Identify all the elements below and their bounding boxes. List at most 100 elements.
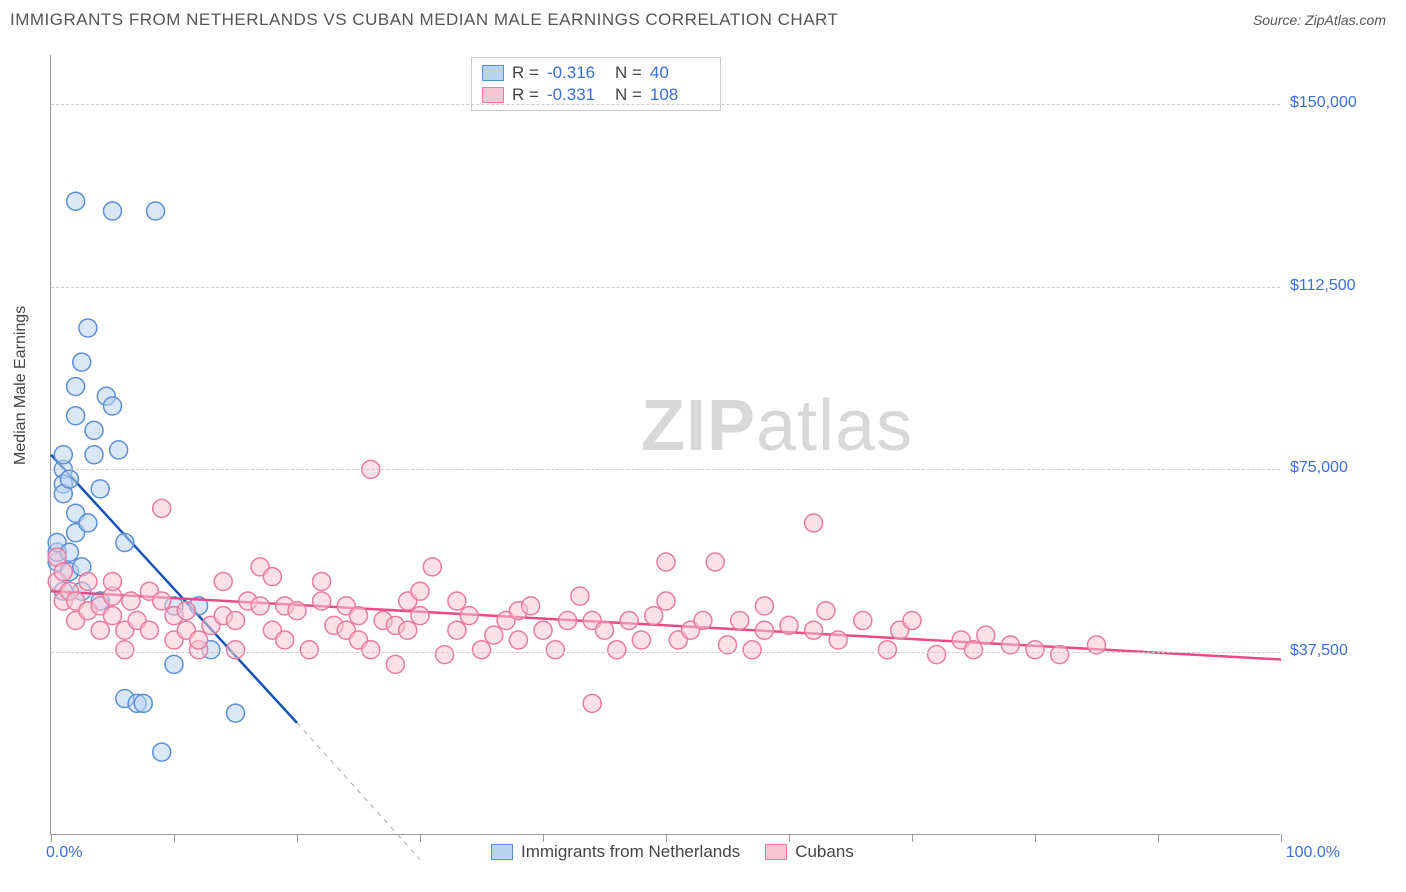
x-tick (1281, 834, 1282, 842)
data-point (546, 641, 564, 659)
data-point (903, 612, 921, 630)
legend-item-cubans: Cubans (765, 842, 854, 862)
chart-container: Median Male Earnings ZIPatlas R = -0.316… (0, 35, 1406, 885)
data-point (134, 694, 152, 712)
data-point (251, 597, 269, 615)
data-point (928, 646, 946, 664)
x-tick (912, 834, 913, 842)
data-point (780, 616, 798, 634)
scatter-svg (51, 55, 1281, 835)
data-point (104, 573, 122, 591)
data-point (227, 641, 245, 659)
data-point (362, 641, 380, 659)
data-point (509, 631, 527, 649)
swatch-icon (765, 844, 787, 860)
source-attribution: Source: ZipAtlas.com (1253, 12, 1386, 28)
data-point (522, 597, 540, 615)
gridline (51, 104, 1280, 105)
data-point (116, 534, 134, 552)
data-point (67, 407, 85, 425)
data-point (460, 607, 478, 625)
data-point (1088, 636, 1106, 654)
gridline (51, 469, 1280, 470)
data-point (411, 607, 429, 625)
y-tick-label: $150,000 (1290, 94, 1390, 112)
data-point (583, 694, 601, 712)
data-point (743, 641, 761, 659)
data-point (350, 607, 368, 625)
data-point (1051, 646, 1069, 664)
data-point (436, 646, 454, 664)
chart-title: IMMIGRANTS FROM NETHERLANDS VS CUBAN MED… (10, 10, 838, 30)
data-point (263, 568, 281, 586)
data-point (386, 655, 404, 673)
swatch-icon (491, 844, 513, 860)
data-point (177, 602, 195, 620)
x-tick (666, 834, 667, 842)
legend-item-netherlands: Immigrants from Netherlands (491, 842, 740, 862)
data-point (104, 202, 122, 220)
x-tick-label: 0.0% (46, 844, 82, 862)
data-point (448, 592, 466, 610)
data-point (559, 612, 577, 630)
data-point (632, 631, 650, 649)
y-tick-label: $75,000 (1290, 459, 1390, 477)
data-point (153, 592, 171, 610)
data-point (276, 631, 294, 649)
data-point (657, 592, 675, 610)
data-point (706, 553, 724, 571)
plot-area: ZIPatlas R = -0.316 N = 40 R = -0.331 N … (50, 55, 1280, 835)
x-tick (543, 834, 544, 842)
data-point (608, 641, 626, 659)
x-tick (1035, 834, 1036, 842)
data-point (620, 612, 638, 630)
data-point (153, 743, 171, 761)
data-point (977, 626, 995, 644)
data-point (399, 621, 417, 639)
data-point (313, 573, 331, 591)
chart-header: IMMIGRANTS FROM NETHERLANDS VS CUBAN MED… (0, 0, 1406, 35)
data-point (54, 563, 72, 581)
gridline (51, 287, 1280, 288)
data-point (1001, 636, 1019, 654)
data-point (534, 621, 552, 639)
x-tick (1158, 834, 1159, 842)
x-tick (420, 834, 421, 842)
data-point (147, 202, 165, 220)
x-tick (174, 834, 175, 842)
trend-line-extrapolated (297, 723, 420, 860)
data-point (79, 514, 97, 532)
data-point (719, 636, 737, 654)
data-point (755, 597, 773, 615)
data-point (805, 514, 823, 532)
data-point (140, 621, 158, 639)
data-point (104, 607, 122, 625)
data-point (1026, 641, 1044, 659)
data-point (805, 621, 823, 639)
data-point (67, 378, 85, 396)
data-point (485, 626, 503, 644)
x-tick (789, 834, 790, 842)
data-point (300, 641, 318, 659)
data-point (79, 573, 97, 591)
data-point (448, 621, 466, 639)
data-point (878, 641, 896, 659)
y-axis-label: Median Male Earnings (12, 306, 30, 465)
data-point (288, 602, 306, 620)
data-point (60, 470, 78, 488)
data-point (854, 612, 872, 630)
data-point (657, 553, 675, 571)
data-point (817, 602, 835, 620)
data-point (85, 446, 103, 464)
gridline (51, 652, 1280, 653)
x-tick (297, 834, 298, 842)
data-point (596, 621, 614, 639)
data-point (91, 480, 109, 498)
data-point (116, 641, 134, 659)
data-point (227, 704, 245, 722)
data-point (67, 192, 85, 210)
data-point (423, 558, 441, 576)
data-point (91, 621, 109, 639)
data-point (190, 631, 208, 649)
y-tick-label: $37,500 (1290, 642, 1390, 660)
